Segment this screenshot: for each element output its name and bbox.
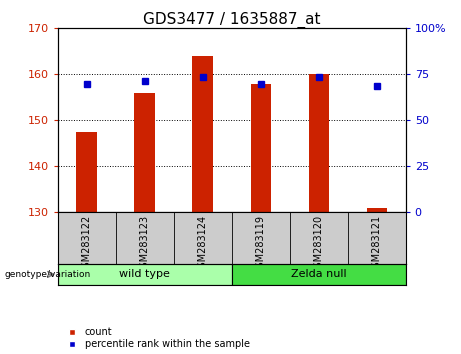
- Title: GDS3477 / 1635887_at: GDS3477 / 1635887_at: [143, 12, 320, 28]
- Text: GSM283119: GSM283119: [256, 215, 266, 274]
- Bar: [366, 208, 387, 212]
- Bar: [250, 84, 271, 212]
- Text: GSM283122: GSM283122: [82, 215, 92, 274]
- Text: GSM283123: GSM283123: [140, 215, 150, 274]
- Text: wild type: wild type: [119, 269, 170, 279]
- Bar: [135, 93, 155, 212]
- Text: GSM283124: GSM283124: [198, 215, 207, 274]
- Text: genotype/variation: genotype/variation: [5, 270, 91, 279]
- Bar: [58, 264, 231, 285]
- Text: GSM283121: GSM283121: [372, 215, 382, 274]
- Bar: [231, 264, 406, 285]
- Bar: [77, 132, 97, 212]
- Text: GSM283120: GSM283120: [313, 215, 324, 274]
- Text: Zelda null: Zelda null: [291, 269, 347, 279]
- Bar: [308, 74, 329, 212]
- Legend: count, percentile rank within the sample: count, percentile rank within the sample: [63, 327, 250, 349]
- Bar: [193, 56, 213, 212]
